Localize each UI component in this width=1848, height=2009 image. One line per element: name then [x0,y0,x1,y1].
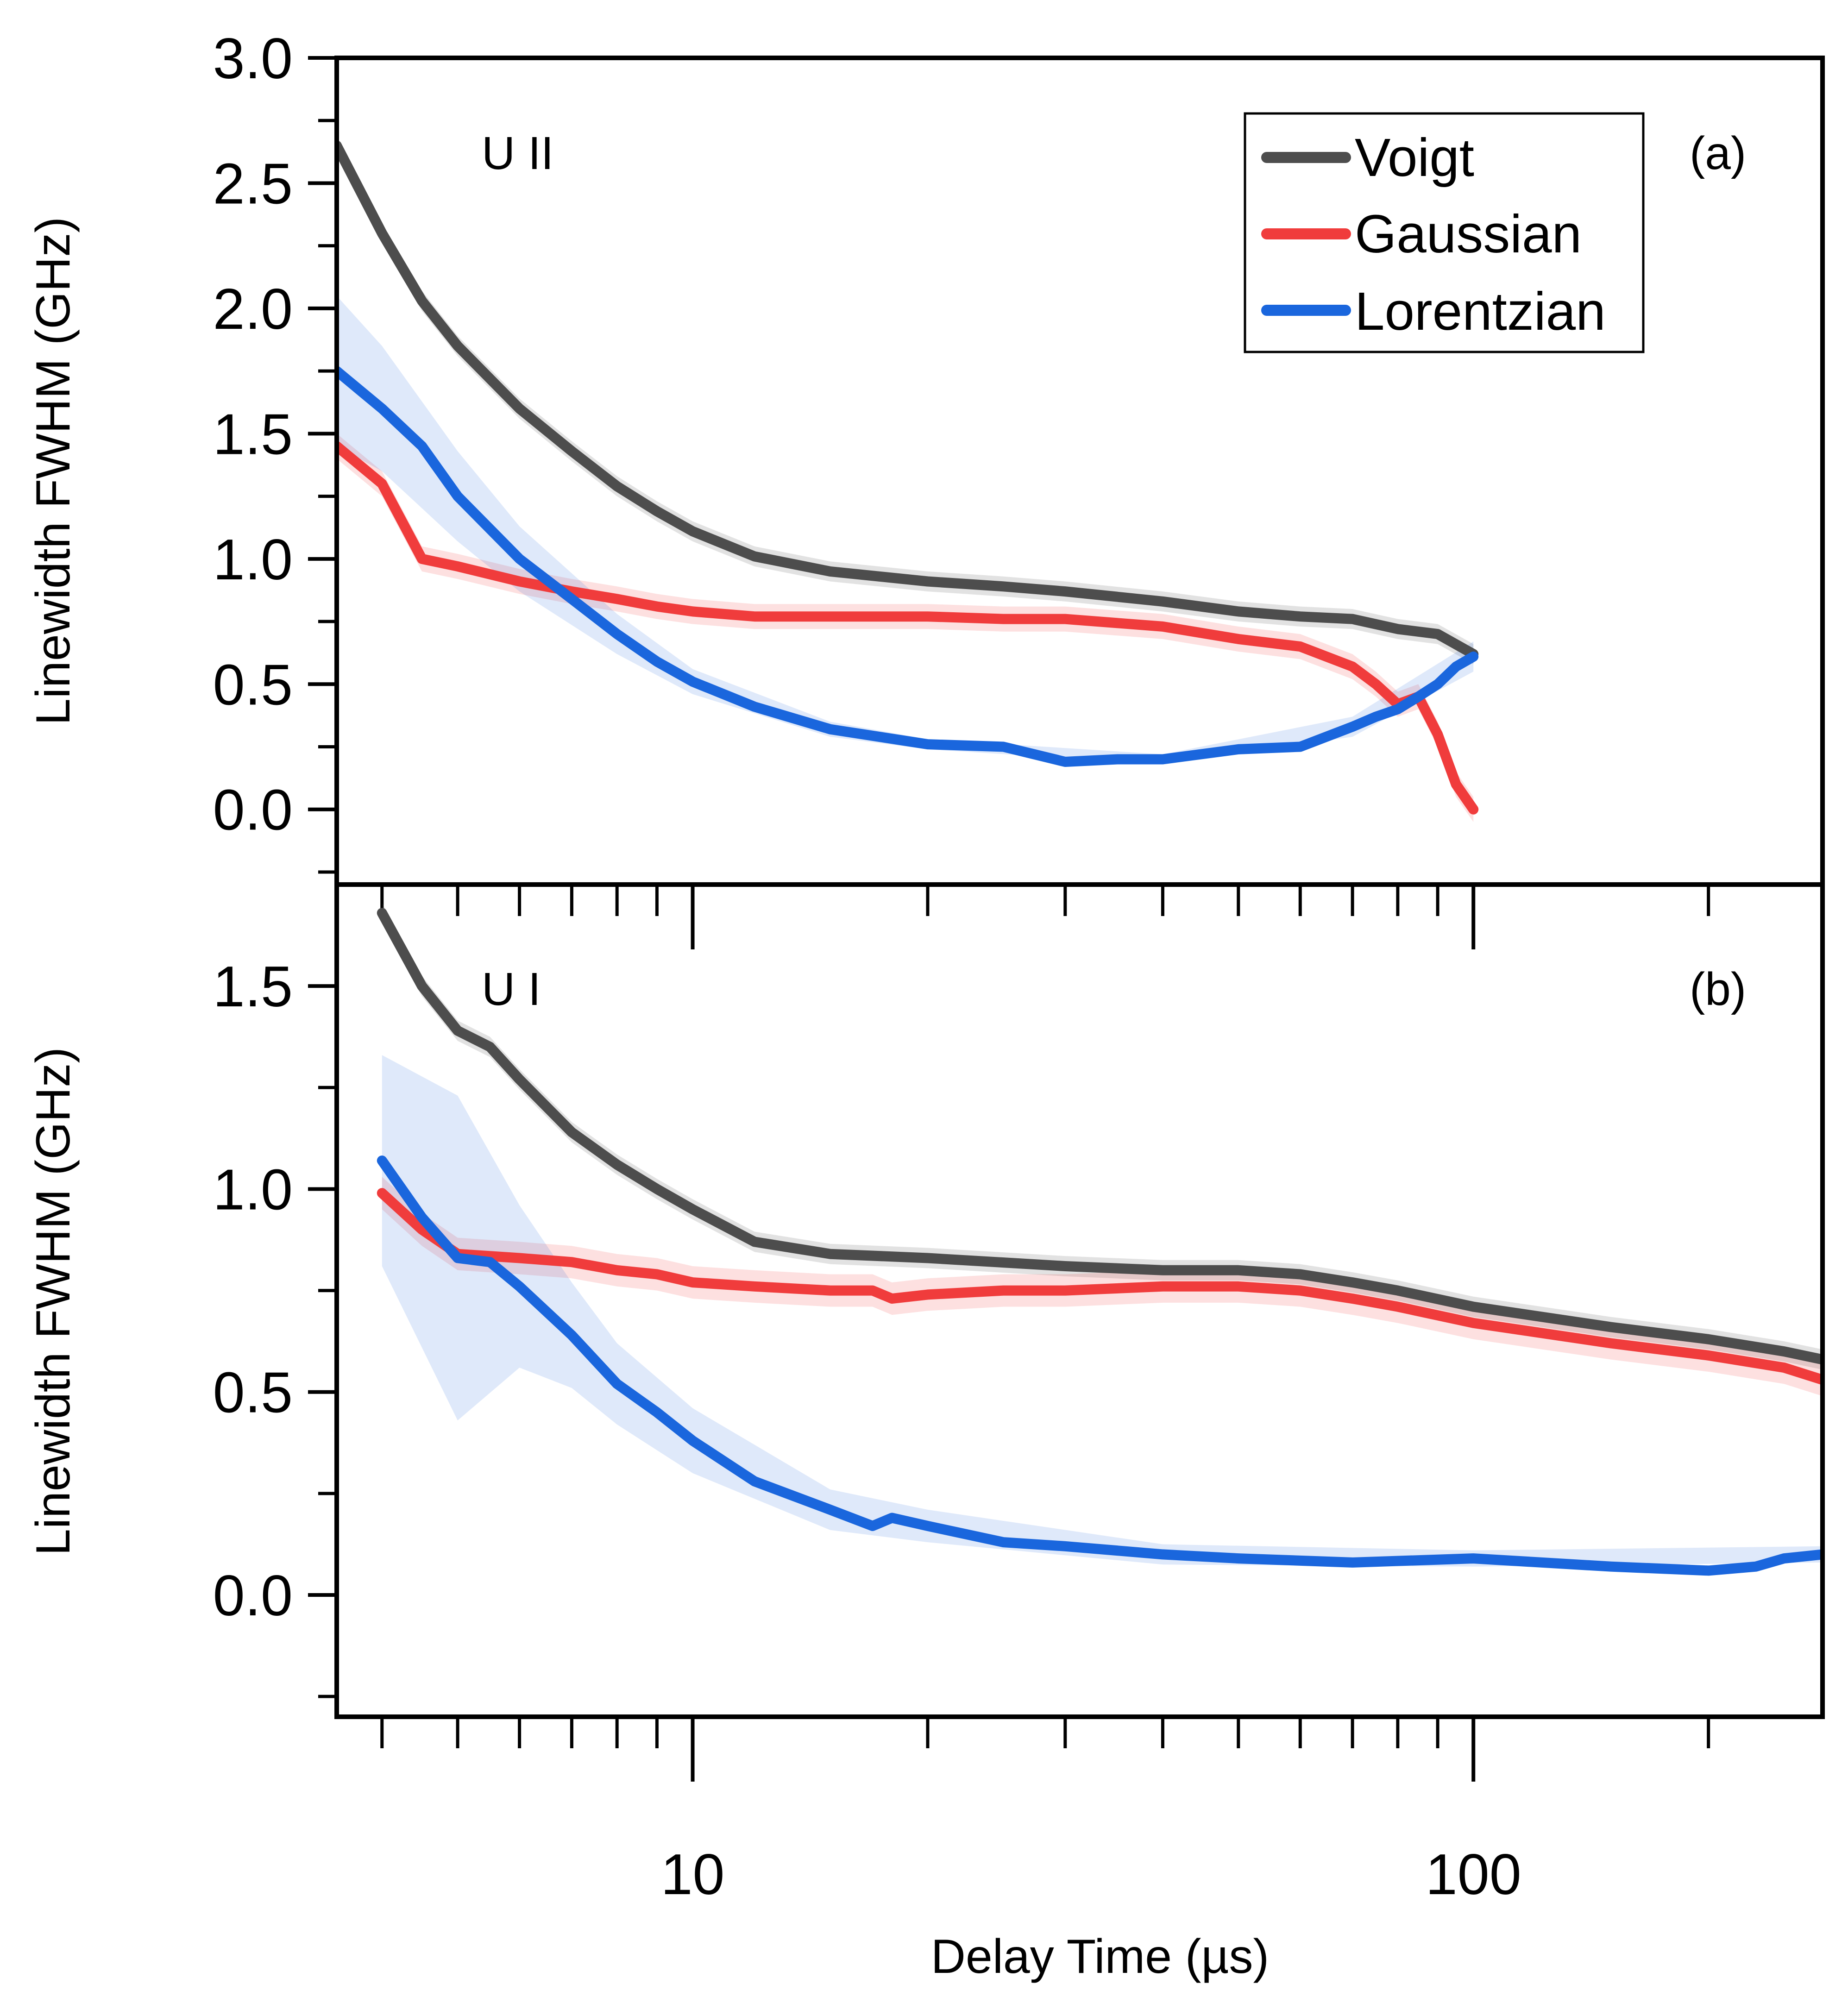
panel-b-band-lorentzian [382,1055,1823,1567]
panel-b-plot-area: 0.0 0.5 1.0 1.5 U I (b) Linewidth FWHM (GHz… [26,903,1823,1782]
panel-b-band-voigt [382,903,1823,1370]
legend-label-gaussian: Gaussian [1355,204,1582,264]
panel-b-y-tick-label: 0.0 [213,1564,293,1628]
panel-a-y-tick-label: 2.5 [213,152,293,216]
panel-a-y-tick-label: 1.0 [213,528,293,592]
panel-b-series-voigt [377,908,1823,1365]
legend-label-lorentzian: Lorentzian [1355,281,1606,341]
panel-b-x-ticks [380,1717,1710,1782]
x-axis-tick-labels: 10 100 [661,1843,1521,1907]
panel-a-y-tick-label: 0.5 [213,653,293,717]
panel-b-y-tick-label: 0.5 [213,1361,293,1425]
panel-b-series-lorentzian [377,1155,1823,1576]
panel-b-y-axis: 0.0 0.5 1.0 1.5 [213,955,337,1698]
panel-b-y-tick-label: 1.0 [213,1158,293,1222]
x-axis-title: Delay Time (µs) [931,1930,1269,1984]
panel-b-y-axis-title: Linewidth FWHM (GHz) [26,1047,80,1556]
panel-a-band-gaussian [337,433,1474,822]
panel-b-species-label: U I [482,963,541,1015]
panel-a-y-axis: 0.0 0.5 1.0 1.5 2.0 2.5 3.0 [213,27,337,874]
x-tick-label: 10 [661,1843,725,1907]
panel-a-x-ticks [380,885,1710,949]
legend-label-voigt: Voigt [1355,127,1474,188]
plot-frame [334,56,1825,1719]
panel-b-y-tick-label: 1.5 [213,955,293,1019]
panel-a-band-lorentzian [337,295,1474,765]
panel-a-label: (a) [1690,127,1746,179]
panel-b-label: (b) [1690,963,1746,1015]
panel-a-y-tick-label: 3.0 [213,27,293,91]
panel-a-plot-area: 0.0 0.5 1.0 1.5 2.0 2.5 3.0 U II (a) Linewidth… [26,27,1746,949]
panel-a-y-tick-label: 1.5 [213,402,293,466]
panel-a-y-tick-label: 2.0 [213,277,293,341]
panel-a-uncertainty-bands [337,135,1474,822]
panel-b-series-gaussian [377,1188,1823,1385]
panel-a-series-voigt [337,140,1479,659]
x-tick-label: 100 [1426,1843,1521,1907]
panel-a-species-label: U II [482,127,554,179]
panel-a-series-lines [337,140,1479,815]
panel-b-uncertainty-bands [382,903,1823,1567]
panel-a-y-tick-label: 0.0 [213,778,293,842]
panel-a-series-lorentzian [337,366,1479,767]
panel-a-band-voigt [337,135,1474,665]
legend: Voigt Gaussian Lorentzian [1244,112,1645,353]
panel-b-series-lines [377,908,1823,1576]
panel-a-y-axis-title: Linewidth FWHM (GHz) [26,217,80,725]
